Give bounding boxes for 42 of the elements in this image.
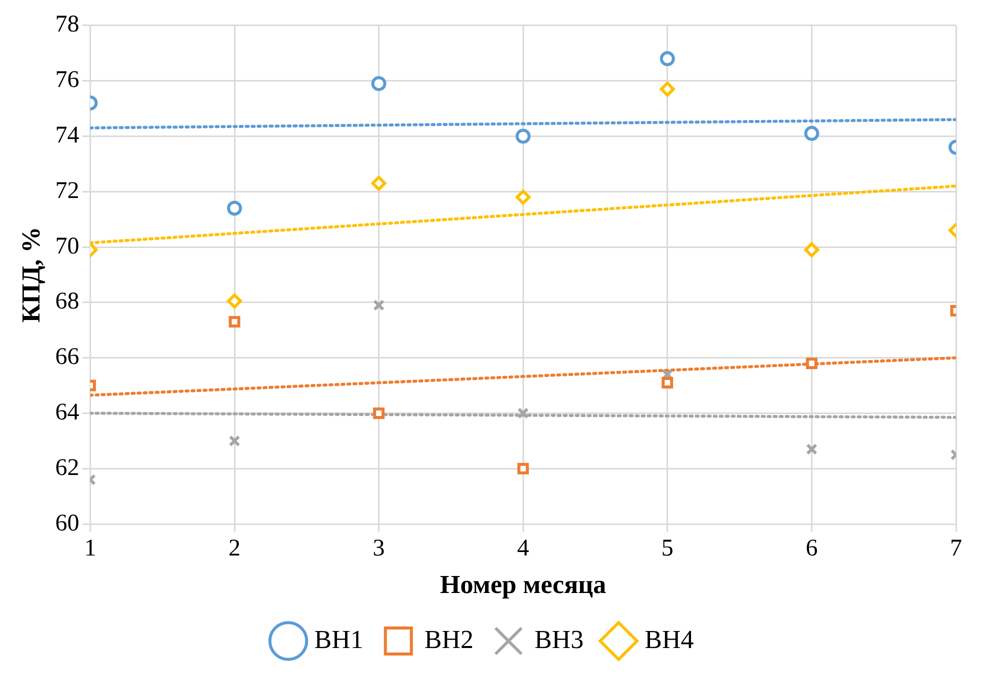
y-tick-label: 72 bbox=[55, 178, 80, 204]
x-tick-label: 2 bbox=[228, 536, 240, 562]
point bbox=[517, 407, 529, 419]
x-tick-label: 5 bbox=[661, 536, 674, 562]
y-tick-label: 66 bbox=[55, 344, 80, 370]
point bbox=[373, 407, 385, 419]
point bbox=[228, 316, 240, 328]
y-tick-label: 76 bbox=[55, 67, 80, 94]
x-axis-title: Номер месяца bbox=[440, 570, 606, 600]
x-tick-label: 7 bbox=[950, 536, 962, 562]
point bbox=[516, 190, 531, 205]
point bbox=[806, 443, 818, 455]
point bbox=[371, 76, 386, 92]
point bbox=[516, 128, 531, 144]
point bbox=[804, 242, 820, 258]
y-axis-title: КПД, % bbox=[16, 226, 46, 323]
legend-label: ВН1 bbox=[314, 624, 364, 654]
y-tick-label: 62 bbox=[55, 454, 80, 481]
legend-label: ВН2 bbox=[424, 624, 474, 654]
y-tick-label: 70 bbox=[55, 233, 80, 260]
legend-label: ВН3 bbox=[534, 624, 584, 654]
point bbox=[373, 299, 385, 311]
point bbox=[660, 51, 675, 66]
point bbox=[371, 176, 386, 191]
point bbox=[662, 376, 674, 388]
x-tick-label: 6 bbox=[806, 536, 818, 562]
point bbox=[660, 82, 675, 97]
x-tick-label: 4 bbox=[517, 536, 530, 562]
point bbox=[227, 200, 242, 216]
point bbox=[804, 126, 820, 141]
x-tick-label: 1 bbox=[84, 536, 96, 562]
legend-label: ВН4 bbox=[644, 624, 694, 654]
x-tick-label: 3 bbox=[372, 536, 385, 562]
point bbox=[517, 462, 529, 474]
y-tick-label: 60 bbox=[55, 510, 80, 536]
y-tick-label: 74 bbox=[55, 122, 80, 148]
y-tick-label: 64 bbox=[55, 399, 80, 426]
point bbox=[806, 358, 818, 370]
y-tick-label: 68 bbox=[55, 288, 80, 315]
point bbox=[228, 435, 240, 447]
point bbox=[227, 294, 242, 309]
y-tick-label: 78 bbox=[55, 12, 80, 38]
